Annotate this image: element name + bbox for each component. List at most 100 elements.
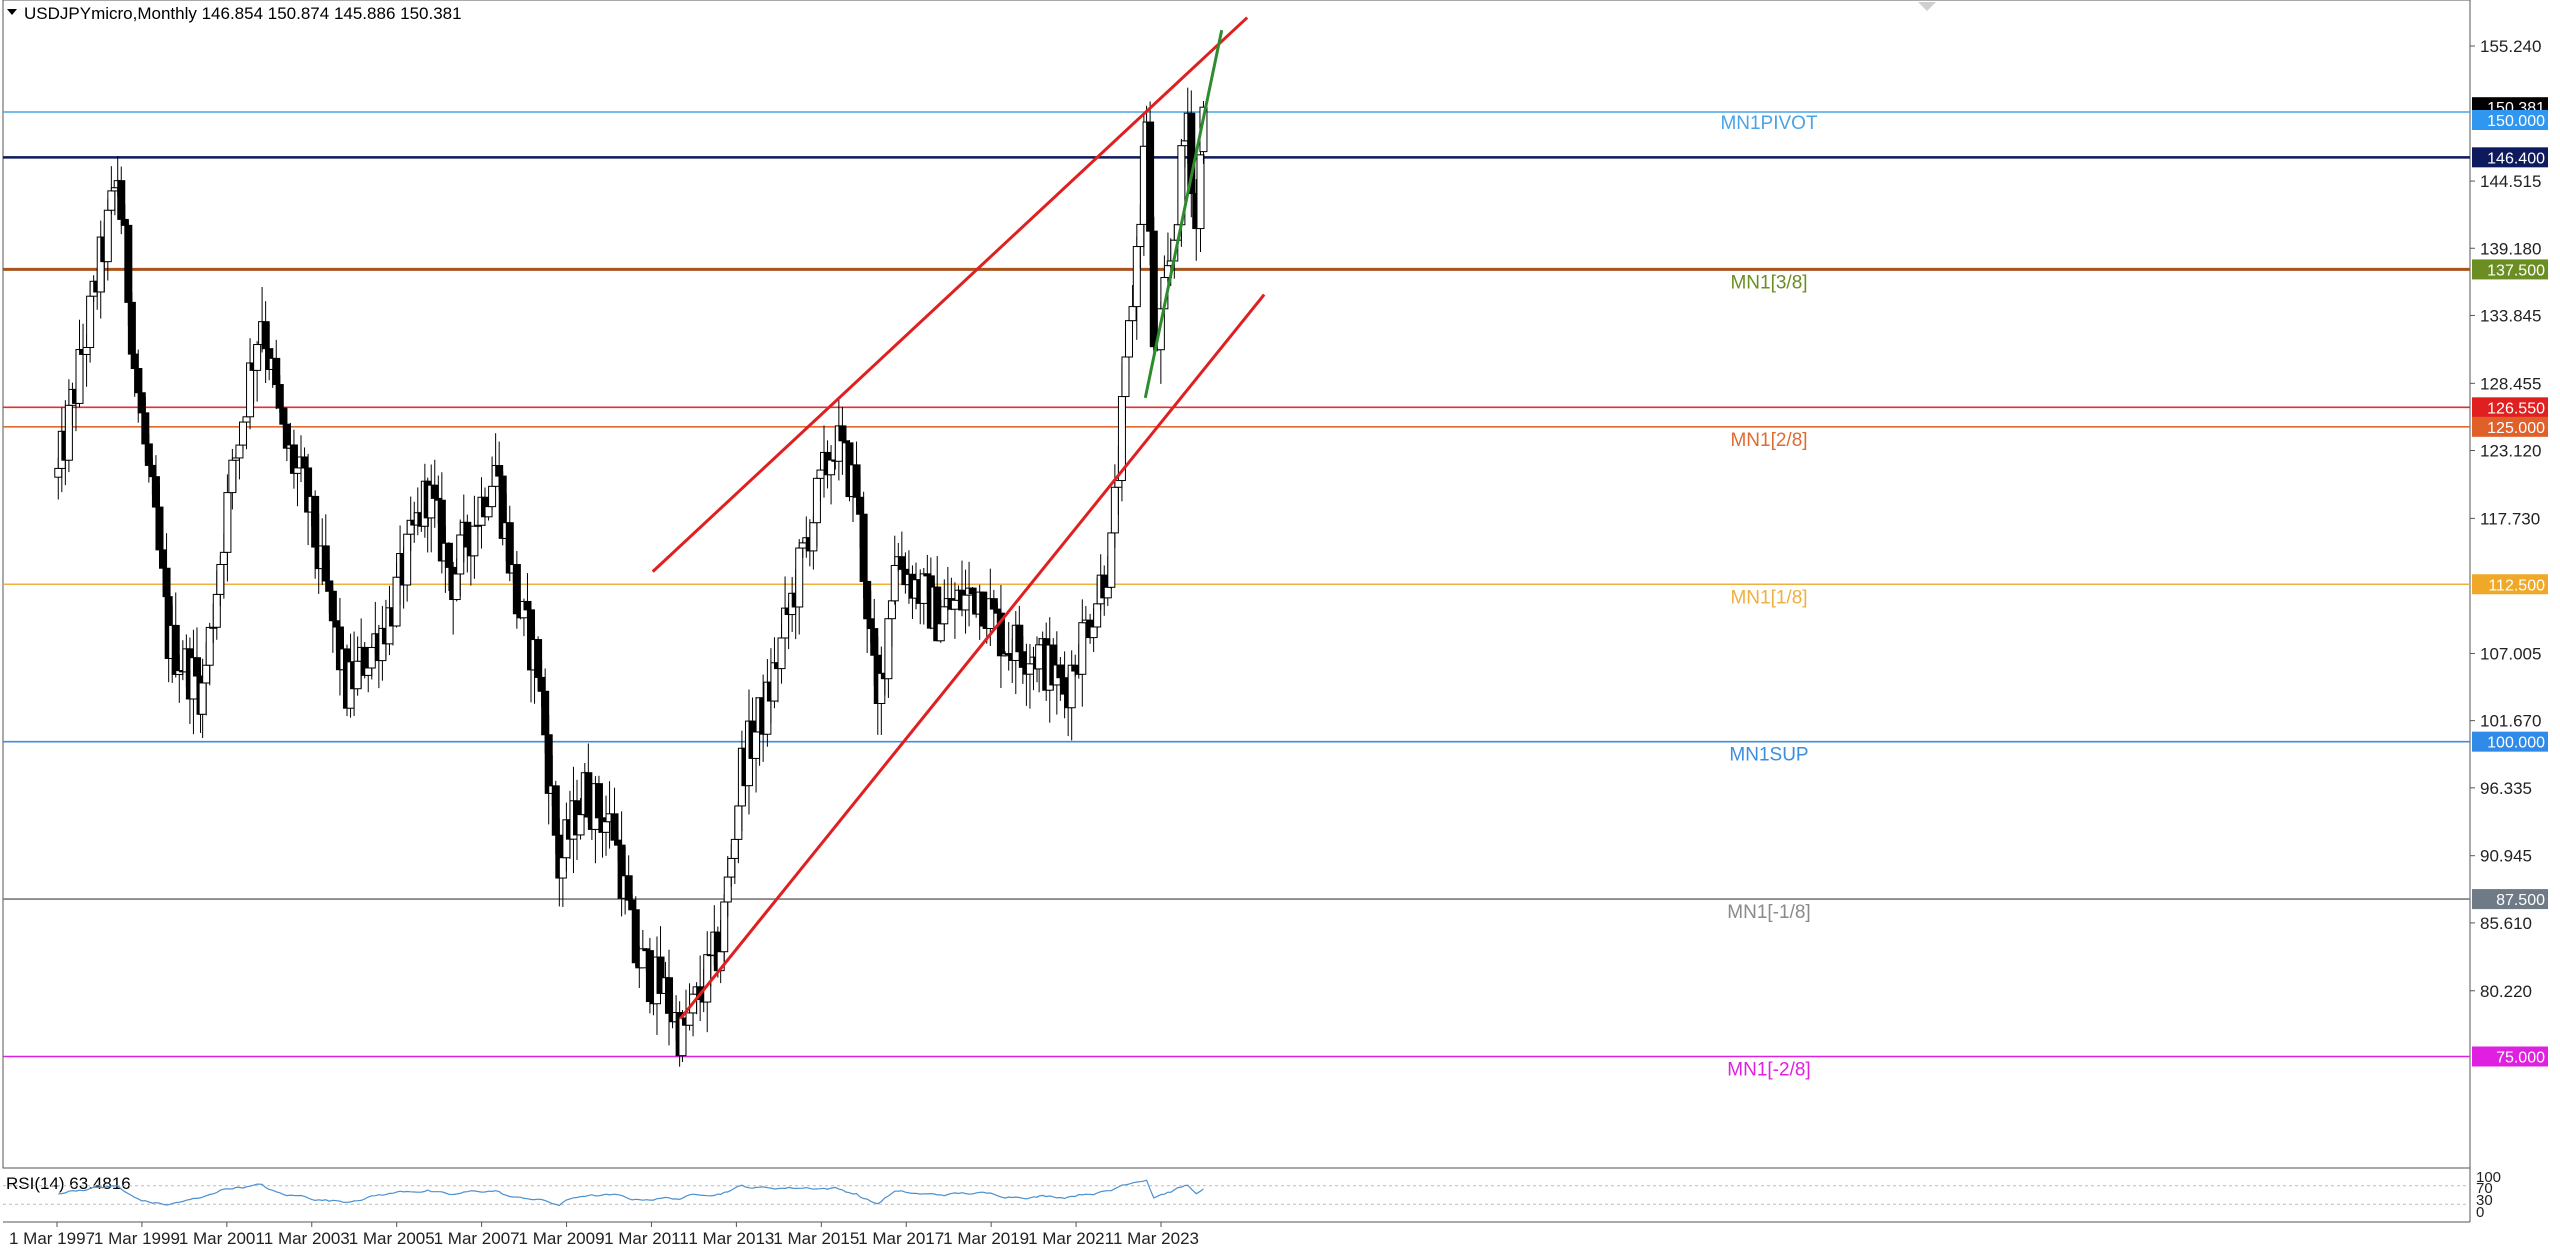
candle-bull	[82, 346, 91, 355]
level-label-mn1pivot: MN1PIVOT	[1720, 113, 1818, 134]
candle-bull	[452, 573, 461, 601]
candle-bull	[1035, 644, 1044, 670]
candle-bull	[403, 533, 412, 586]
candle-bull	[890, 564, 899, 602]
candle-bear	[989, 598, 998, 610]
candle-bull	[223, 492, 232, 553]
price-tick-label: 96.335	[2480, 779, 2532, 798]
candle-bull	[205, 626, 214, 666]
candle-bear	[534, 639, 543, 678]
level-label-mn1sup: MN1SUP	[1729, 745, 1808, 766]
candle-bull	[1136, 223, 1145, 248]
candle-bull	[364, 667, 373, 676]
candle-bull	[940, 606, 949, 625]
trendline-upper-channel[interactable]	[651, 16, 1249, 573]
price-tag-label: 137.500	[2487, 262, 2545, 279]
price-tick-label: 117.730	[2480, 509, 2540, 528]
level-label-mn1-3-8-: MN1[3/8]	[1730, 272, 1807, 293]
price-tick-label: 85.610	[2480, 914, 2532, 933]
candle-bear	[551, 785, 560, 836]
price-tag-126-550	[2472, 397, 2548, 418]
trendline-lower-channel[interactable]	[679, 293, 1266, 1020]
candle-bull	[202, 664, 211, 684]
candle-bull	[293, 467, 302, 474]
candle-bear	[272, 357, 281, 386]
candle-bear	[130, 353, 139, 370]
time-tick-label: 1 Mar 2005	[349, 1229, 435, 1248]
candle-bear	[537, 676, 546, 692]
price-tick-label: 90.945	[2480, 847, 2532, 866]
candle-bear	[544, 734, 553, 794]
candle-bull	[777, 637, 786, 670]
scroll-marker-icon[interactable]	[1918, 2, 1936, 11]
candle-bear	[838, 425, 847, 442]
candle-bull	[216, 563, 225, 595]
rsi-axis-label: 100	[2476, 1169, 2501, 1186]
candle-bull	[1121, 356, 1130, 398]
rsi-axis-label: 70	[2476, 1180, 2493, 1197]
candle-bull	[727, 857, 736, 878]
candle-bear	[134, 368, 143, 394]
level-label-mn1-2-8-: MN1[-2/8]	[1727, 1060, 1810, 1081]
candle-bull	[1132, 246, 1141, 308]
candle-bull	[228, 459, 237, 494]
price-axis: 150.000 146.400 137.500 126.550 125.000 112.5…	[2470, 37, 2548, 1067]
candle-bear	[159, 549, 168, 569]
triangle-down-icon[interactable]	[7, 9, 17, 15]
candle-bull	[703, 954, 712, 1003]
candle-bull	[353, 660, 362, 690]
candle-bear	[665, 977, 674, 1014]
candle-bull	[470, 525, 479, 557]
candle-bull	[1067, 664, 1076, 709]
candle-bull	[1107, 532, 1116, 588]
candle-bull	[936, 623, 945, 642]
candle-bear	[117, 180, 126, 220]
rsi-line	[58, 1179, 1204, 1207]
candle-bear	[171, 624, 180, 675]
candle-bear	[325, 580, 334, 592]
candle-bear	[624, 875, 633, 901]
candle-bull	[456, 534, 465, 575]
candle-bull	[812, 477, 821, 524]
candle-bear	[148, 464, 157, 478]
candle-bear	[968, 587, 977, 595]
candle-bear	[151, 476, 160, 508]
candle-bull	[242, 416, 251, 423]
levels-layer: MN1PIVOT MN1[3/8] MN1[2/8] MN1[1/8] MN1SUP MN…	[3, 111, 2470, 1081]
time-tick-label: 1 Mar 1997	[9, 1229, 95, 1248]
candle-bear	[645, 950, 654, 1003]
candle-bear	[866, 618, 875, 630]
price-tick-label: 139.180	[2480, 239, 2541, 258]
candle-bull	[54, 467, 63, 478]
candle-bear	[127, 301, 136, 355]
candle-bull	[64, 404, 73, 461]
candle-bull	[1025, 663, 1034, 675]
candle-bear	[512, 564, 521, 615]
price-tick-label: 128.455	[2480, 374, 2541, 393]
candle-bull	[198, 682, 207, 715]
candle-bear	[144, 443, 153, 466]
price-tag-137-500	[2472, 259, 2548, 280]
candle-bear	[1071, 664, 1080, 672]
time-tick-label: 1 Mar 2017	[858, 1229, 944, 1248]
candle-bull	[809, 522, 818, 552]
candle-bull	[107, 190, 116, 211]
candle-bear	[444, 542, 453, 568]
price-tag-label: 146.400	[2487, 150, 2545, 167]
rsi-title: RSI(14) 63.4816	[6, 1174, 131, 1193]
time-tick-label: 1 Mar 2015	[773, 1229, 859, 1248]
candle-bull	[730, 838, 739, 859]
price-tick-label: 155.240	[2480, 37, 2541, 56]
candle-bear	[463, 521, 472, 548]
candle-bull	[1125, 320, 1134, 358]
candle-bear	[328, 590, 337, 622]
price-tag-label: 125.000	[2487, 420, 2545, 437]
price-tag-label: 75.000	[2496, 1050, 2545, 1067]
chart-header: USDJPYmicro,Monthly 146.854 150.874 145.…	[7, 4, 462, 23]
candle-bull	[798, 542, 807, 549]
trendline-steep-support[interactable]	[1143, 29, 1224, 399]
candle-bull	[816, 469, 825, 479]
